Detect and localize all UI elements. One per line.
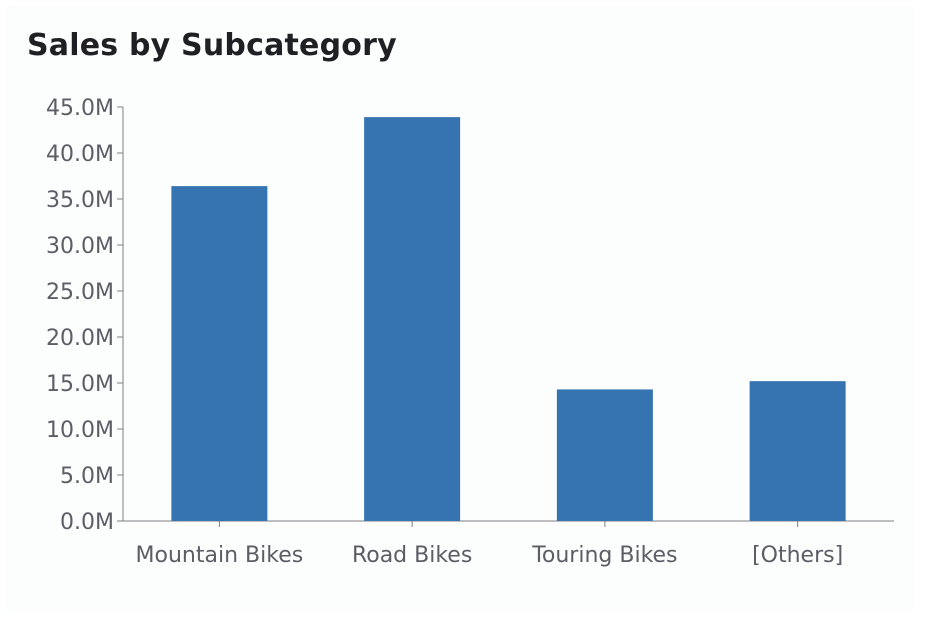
y-tick-label: 45.0M	[46, 96, 114, 121]
y-tick-label: 0.0M	[60, 510, 114, 535]
bar[interactable]	[749, 381, 846, 521]
y-tick-label: 5.0M	[60, 464, 114, 489]
x-tick-label: Mountain Bikes	[136, 543, 304, 568]
bar[interactable]	[364, 117, 461, 522]
chart-title: Sales by Subcategory	[27, 28, 397, 63]
y-tick-label: 15.0M	[46, 372, 114, 397]
x-axis: Mountain Bikes Road Bikes Touring Bikes [Ot…	[123, 520, 894, 568]
x-tick-label: Road Bikes	[352, 543, 472, 568]
y-tick-label: 40.0M	[46, 142, 114, 167]
y-axis: 0.0M 5.0M 10.0M 15.0M 20.0M 25.0M 30.0M 35.0M 40…	[46, 96, 124, 535]
bars	[171, 117, 846, 522]
y-tick-label: 10.0M	[46, 418, 114, 443]
y-tick-label: 25.0M	[46, 280, 114, 305]
y-tick-label: 30.0M	[46, 234, 114, 259]
bar[interactable]	[556, 389, 653, 521]
bar[interactable]	[171, 186, 268, 521]
x-tick-label: [Others]	[752, 543, 843, 568]
y-tick-label: 35.0M	[46, 188, 114, 213]
y-tick-label: 20.0M	[46, 326, 114, 351]
x-tick-label: Touring Bikes	[531, 543, 677, 568]
